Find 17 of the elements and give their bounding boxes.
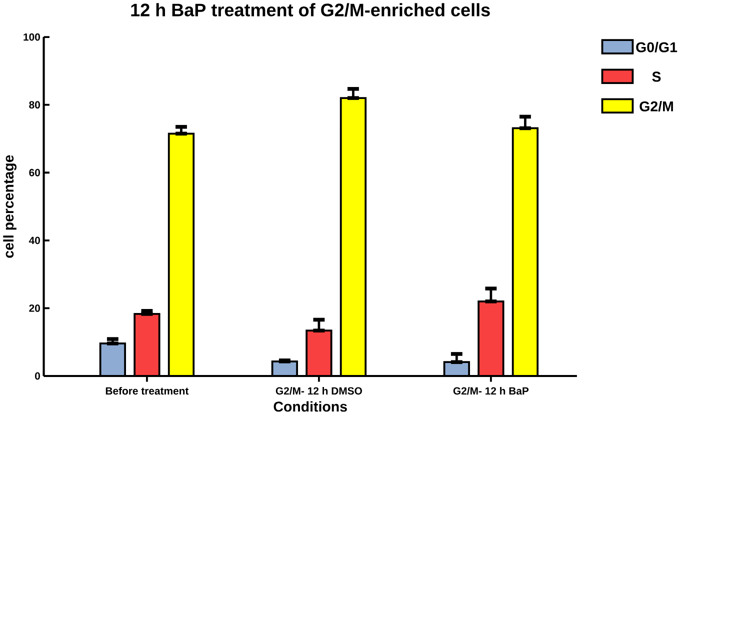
y-tick-label: 0 [35,372,40,380]
legend-label: S [652,72,661,82]
y-axis-title: cell percentage [3,155,16,258]
y-tick-label: 60 [29,169,40,176]
x-axis-title: Conditions [274,401,347,412]
x-tick-label: Before treatment [106,387,189,395]
legend-label: G2/M [640,101,673,112]
legend-label: G0/G1 [636,42,678,53]
y-tick-label: 40 [28,236,40,244]
y-tick-label: 20 [29,304,40,312]
bar [168,134,194,376]
x-tick-label: G2/M- 12 h DMSO [276,387,362,395]
y-tick-label: 100 [24,34,40,41]
bar [340,98,366,376]
x-tick-label: G2/M- 12 h BaP [453,387,529,395]
y-tick-label: 80 [29,101,40,109]
chart-title: 12 h BaP treatment of G2/M-enriched cells [131,3,490,17]
